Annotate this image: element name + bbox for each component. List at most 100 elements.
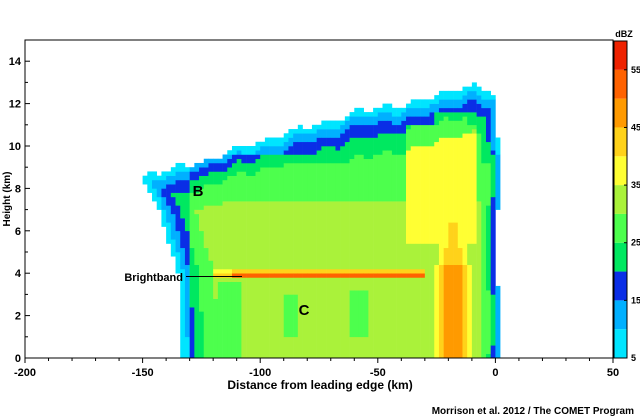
reflectivity-cell [382,268,388,274]
reflectivity-cell [340,201,346,270]
reflectivity-cell [377,277,383,359]
reflectivity-cell [349,201,355,270]
reflectivity-cell [330,129,336,138]
reflectivity-cell [467,86,473,92]
reflectivity-cell [349,116,355,126]
reflectivity-cell [255,171,261,202]
reflectivity-cell [274,154,280,168]
brightband-label: Brightband [124,272,183,284]
reflectivity-cell [443,247,449,266]
reflectivity-cell [471,243,477,359]
reflectivity-cell [358,107,364,117]
reflectivity-cell [279,273,285,278]
reflectivity-cell [293,294,299,338]
reflectivity-cell [387,201,393,270]
reflectivity-cell [217,158,223,164]
reflectivity-cell [222,268,228,274]
reflectivity-cell [387,273,393,278]
reflectivity-cell [161,188,167,198]
reflectivity-cell [330,162,336,202]
reflectivity-cell [203,167,209,176]
colorbar-tick-label: 45 [631,122,640,132]
reflectivity-cell [316,150,322,164]
reflectivity-cell [363,277,369,291]
reflectivity-cell [415,273,421,278]
reflectivity-cell [175,252,181,274]
reflectivity-cell [142,175,148,185]
reflectivity-cell [227,201,233,270]
reflectivity-cell [222,201,228,270]
reflectivity-cell [344,268,350,274]
reflectivity-cell [467,90,473,100]
reflectivity-cell [462,116,468,134]
reflectivity-cell [420,268,426,274]
reflectivity-cell [476,201,482,359]
y-axis-label: Height (km) [2,172,13,227]
reflectivity-cell [236,277,242,282]
reflectivity-cell [335,273,341,278]
reflectivity-cell [476,116,482,134]
colorbar-swatch [614,69,627,99]
reflectivity-cell [184,336,190,359]
reflectivity-cell [354,107,360,117]
reflectivity-cell [222,277,228,282]
reflectivity-cell [241,277,247,359]
reflectivity-cell [269,137,275,147]
reflectivity-cell [199,175,205,189]
reflectivity-cell [231,146,237,155]
reflectivity-cell [326,129,332,138]
reflectivity-cell [476,86,482,96]
reflectivity-cell [335,150,341,164]
reflectivity-cell [293,277,299,295]
reflectivity-cell [246,154,252,164]
reflectivity-cell [429,103,435,113]
reflectivity-cell [264,137,270,147]
reflectivity-cell [166,205,172,223]
reflectivity-cell [377,112,383,121]
reflectivity-cell [326,162,332,202]
reflectivity-cell [401,120,407,134]
reflectivity-cell [321,277,327,359]
reflectivity-cell [457,264,463,359]
reflectivity-cell [264,154,270,168]
colorbar-frame [613,40,628,359]
reflectivity-cell [283,201,289,270]
reflectivity-cell [358,336,364,359]
reflectivity-cell [424,99,430,109]
reflectivity-cell [467,112,473,126]
y-tick-label: 8 [15,183,21,195]
reflectivity-cell [260,277,266,359]
reflectivity-cell [396,268,402,274]
reflectivity-cell [302,277,308,359]
reflectivity-cell [255,158,261,172]
reflectivity-cell [260,141,266,147]
reflectivity-cell [471,124,477,130]
reflectivity-cell [203,184,209,206]
reflectivity-cell [194,179,200,193]
reflectivity-cell [302,129,308,134]
reflectivity-cell [391,277,397,359]
reflectivity-cell [180,171,186,181]
reflectivity-cell [297,277,303,359]
reflectivity-cell [199,162,205,168]
reflectivity-cell [401,273,407,278]
reflectivity-cell [420,146,426,244]
reflectivity-cell [213,277,219,299]
reflectivity-cell [391,154,397,202]
reflectivity-cell [311,268,317,274]
reflectivity-cell [363,268,369,274]
reflectivity-cell [363,273,369,278]
reflectivity-cell [471,90,477,100]
reflectivity-cell [462,86,468,96]
reflectivity-cell [184,230,190,266]
reflectivity-cell [293,336,299,359]
reflectivity-cell [349,268,355,274]
reflectivity-cell [199,311,205,359]
colorbar-swatch [614,127,627,157]
reflectivity-cell [424,146,430,244]
reflectivity-cell [340,120,346,126]
reflectivity-cell [246,273,252,278]
reflectivity-cell [283,154,289,164]
reflectivity-cell [415,243,421,270]
reflectivity-cell [194,264,200,359]
